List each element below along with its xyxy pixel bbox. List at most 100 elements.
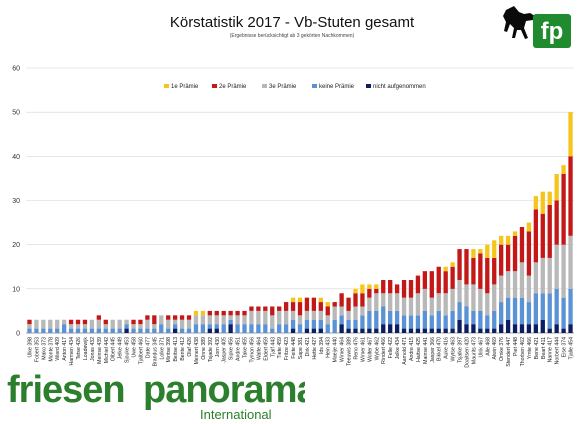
- bar-segment: [346, 310, 351, 320]
- x-tick-label: Fritze 423: [284, 337, 290, 360]
- legend-swatch: [164, 84, 169, 88]
- bar-segment: [512, 297, 518, 325]
- bar-segment: [443, 293, 448, 316]
- bar-segment: [318, 319, 323, 329]
- bar-segment: [256, 324, 261, 333]
- bar-segment: [277, 306, 282, 311]
- bar-segment: [41, 319, 46, 329]
- bar-segment: [283, 310, 289, 325]
- legend-swatch: [312, 84, 317, 88]
- bar-segment: [332, 306, 337, 320]
- bar-segment: [290, 328, 296, 333]
- bar-segment: [360, 284, 365, 294]
- x-tick-label: Loadewijk: [83, 337, 89, 360]
- bar-segment: [408, 315, 414, 329]
- bar-segment: [443, 271, 448, 294]
- x-tick-label: Andre 451: [236, 337, 242, 361]
- legend-label: keine Prämie: [319, 84, 355, 90]
- bar-segment: [346, 297, 351, 311]
- bar-segment: [235, 315, 240, 325]
- x-tick-label: Bente 412: [180, 337, 186, 361]
- bar-segment: [283, 302, 289, 311]
- bar-segment: [34, 328, 39, 333]
- bar-segment: [499, 275, 504, 303]
- bar-segment: [554, 174, 559, 201]
- legend-label: 2e Prämie: [219, 84, 247, 90]
- bar-segment: [478, 310, 483, 329]
- bar-segment: [221, 324, 226, 333]
- bar-segment: [290, 297, 296, 303]
- bar-segment: [249, 310, 254, 325]
- bar-segment: [200, 315, 206, 325]
- x-tick-label: Stendert 447: [506, 337, 512, 367]
- bar-segment: [82, 319, 88, 325]
- x-tick-label: Piet 448: [513, 337, 519, 356]
- bar-segment: [186, 319, 192, 329]
- x-tick-label: Jorn 430: [215, 337, 221, 357]
- bar-segment: [318, 302, 323, 311]
- bar-segment: [367, 284, 372, 289]
- x-tick-label: Norbert 444: [555, 337, 561, 365]
- x-tick-label: Tetse 426: [76, 337, 82, 360]
- bar-segment: [374, 328, 379, 333]
- bar-segment: [96, 319, 101, 329]
- bar-segment: [422, 310, 428, 329]
- x-tick-label: Jelke 449: [118, 337, 124, 359]
- bar-segment: [394, 284, 400, 294]
- x-tick-label: Feite 448: [291, 337, 297, 359]
- bar-segment: [561, 174, 566, 245]
- bar-segment: [499, 244, 504, 276]
- bar-segment: [249, 306, 254, 311]
- bar-segment: [353, 306, 358, 320]
- x-tick-label: Mainse 441: [423, 337, 429, 364]
- bar-segment: [263, 306, 268, 311]
- bar-segment: [353, 328, 358, 333]
- bar-segment: [179, 319, 185, 329]
- bar-segment: [131, 324, 136, 329]
- bar-segment: [263, 324, 268, 333]
- bar-segment: [360, 315, 365, 329]
- bar-segment: [311, 310, 317, 320]
- bar-segment: [533, 293, 538, 325]
- x-tick-label: Alle 468: [485, 337, 491, 356]
- bar-segment: [256, 306, 261, 311]
- x-tick-label: Andre 415: [409, 337, 415, 361]
- x-tick-label: Onne 389: [201, 337, 207, 360]
- bar-segment: [242, 310, 247, 316]
- x-tick-label: Harmen 434: [69, 337, 75, 366]
- x-tick-label: Mako 373: [41, 337, 47, 360]
- bar-segment: [207, 328, 212, 333]
- x-tick-label: Maurits 473: [471, 337, 477, 364]
- x-tick-label: Mintse 398: [166, 337, 172, 362]
- bar-segment: [304, 310, 310, 320]
- bar-segment: [547, 328, 552, 333]
- bar-segment: [277, 324, 282, 333]
- x-tick-label: Tjalle 454: [569, 337, 575, 360]
- bar-segment: [512, 235, 518, 272]
- bar-segment: [561, 297, 566, 329]
- bar-segment: [436, 310, 441, 329]
- x-tick-label: Tymon 456: [249, 337, 255, 363]
- bar-segment: [436, 266, 441, 294]
- bar-segment: [374, 293, 379, 311]
- bar-segment: [547, 191, 552, 205]
- x-tick-label: Bene 421: [534, 337, 540, 359]
- bar-segment: [318, 328, 323, 333]
- x-tick-label: Olaf 426: [187, 337, 193, 357]
- bar-segment: [457, 302, 462, 320]
- bar-segment: [526, 275, 532, 303]
- bar-segment: [68, 328, 74, 333]
- bar-segment: [270, 315, 275, 329]
- bar-segment: [318, 297, 323, 303]
- x-tick-label: Maeije 440: [333, 337, 339, 362]
- x-tick-label: Tsjade 392: [208, 337, 214, 362]
- x-tick-label: Tiete 459: [277, 337, 283, 359]
- bar-segment: [561, 165, 566, 174]
- bar-segment: [478, 288, 483, 311]
- bar-segment: [533, 196, 538, 210]
- bar-segment: [464, 324, 469, 333]
- legend-swatch: [212, 84, 217, 88]
- bar-segment: [429, 315, 434, 329]
- x-tick-label: Tjalbert 460: [138, 337, 144, 365]
